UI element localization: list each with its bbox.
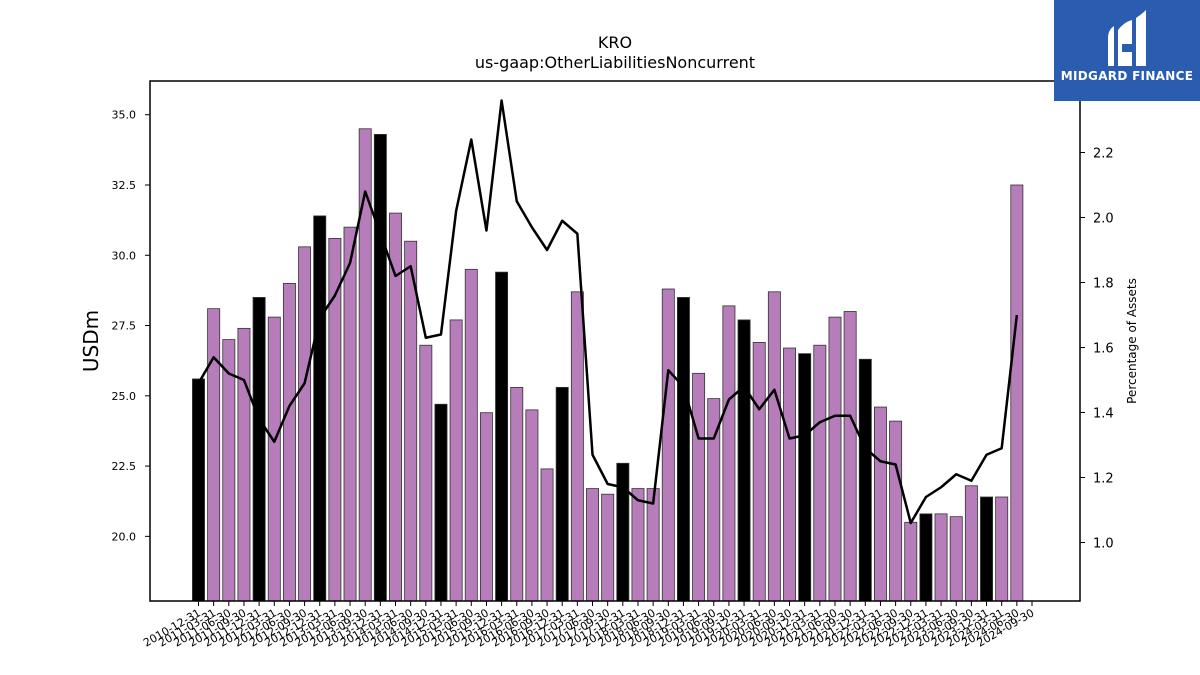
bar-2017-12-31 (616, 462, 630, 602)
bar-2024-03-31 (995, 496, 1009, 602)
bar-2020-12-31 (798, 353, 812, 602)
chart-title: KRO (598, 33, 632, 52)
bar-2022-03-31 (873, 406, 887, 602)
bar-2015-06-30 (464, 268, 478, 602)
y-tick-label: 32.5 (112, 179, 137, 192)
y2-axis-ticks: 1.0 1.2 1.4 1.6 1.8 2.0 2.2 (1080, 147, 1114, 552)
bar-series (192, 128, 1024, 602)
y2-tick-label: 1.0 (1093, 537, 1114, 552)
bar-2021-12-31 (858, 358, 872, 602)
bar-2012-09-30 (298, 246, 312, 602)
y2-tick-label: 1.4 (1093, 407, 1114, 422)
bar-2016-12-31 (555, 386, 569, 602)
y-tick-label: 30.0 (112, 249, 137, 262)
bar-2014-03-31 (389, 212, 402, 602)
chart-subtitle: us-gaap:OtherLiabilitiesNoncurrent (475, 53, 755, 72)
bar-2012-06-30 (282, 282, 296, 602)
bar-2015-09-30 (479, 412, 493, 602)
bar-2019-03-31 (692, 372, 706, 602)
bar-2021-09-30 (843, 311, 857, 602)
bar-2019-12-31 (737, 319, 751, 602)
x-axis-ticks: 2010-12-312011-03-312011-06-302011-09-30… (141, 601, 1037, 650)
bar-2017-09-30 (601, 493, 615, 602)
bar-2019-09-30 (722, 305, 736, 602)
bar-2020-06-30 (767, 291, 781, 602)
y-tick-label: 22.5 (112, 460, 137, 473)
bar-2018-06-30 (646, 488, 660, 602)
bar-2012-12-31 (313, 215, 327, 602)
bar-2014-06-30 (404, 240, 418, 602)
y2-tick-label: 1.6 (1093, 342, 1114, 357)
line-series (197, 99, 1019, 525)
bar-2016-03-31 (510, 386, 524, 602)
bar-2014-09-30 (419, 344, 433, 602)
y2-tick-label: 2.0 (1093, 212, 1114, 227)
y2-axis-label: Percentage of Assets (1125, 278, 1139, 404)
bar-2020-03-31 (752, 342, 766, 602)
bar-2011-06-30 (222, 339, 236, 602)
bar-2015-12-31 (495, 271, 509, 602)
bar-2013-12-31 (373, 134, 387, 602)
bar-2022-09-30 (904, 521, 918, 602)
logo-text: MIDGARD FINANCE (1060, 69, 1194, 83)
bar-2016-06-30 (525, 409, 539, 602)
bar-2018-12-31 (676, 297, 690, 602)
bar-2017-03-31 (570, 291, 584, 602)
bar-2016-09-30 (540, 468, 554, 602)
bar-2013-06-30 (343, 226, 357, 602)
bar-2023-09-30 (964, 485, 978, 602)
y-axis-label: USDm (79, 310, 103, 372)
bar-2023-03-31 (934, 513, 948, 602)
y-tick-label: 25.0 (112, 390, 137, 403)
bar-2011-09-30 (237, 327, 251, 602)
bar-2011-03-31 (207, 308, 221, 602)
bar-2022-12-31 (919, 513, 933, 602)
y2-tick-label: 1.8 (1093, 277, 1114, 292)
y2-tick-label: 1.2 (1093, 472, 1114, 487)
bar-2017-06-30 (586, 488, 599, 602)
bar-2012-03-31 (267, 316, 281, 602)
percentage-of-assets-line (197, 99, 1019, 525)
bar-2023-06-30 (949, 516, 963, 602)
bar-2021-03-31 (813, 344, 827, 602)
bar-2020-09-30 (783, 347, 796, 602)
bar-2022-06-30 (889, 420, 903, 602)
bar-2018-03-31 (631, 488, 645, 602)
bar-2010-12-31 (192, 378, 205, 602)
bar-2015-03-31 (449, 319, 463, 602)
y-tick-label: 35.0 (112, 109, 137, 122)
bar-2011-12-31 (252, 297, 266, 602)
y2-tick-label: 2.2 (1093, 147, 1114, 162)
midgard-logo-icon (1108, 10, 1146, 66)
brand-logo: MIDGARD FINANCE (1054, 0, 1200, 101)
plot-frame (149, 80, 1081, 602)
bar-2021-06-30 (828, 316, 842, 602)
y-tick-label: 20.0 (112, 530, 137, 543)
bar-2013-09-30 (358, 128, 372, 602)
bar-2024-06-30 (1010, 184, 1024, 602)
bar-2014-12-31 (434, 403, 448, 602)
y-axis-ticks: 20.0 22.5 25.0 27.5 30.0 32.5 35.0 (112, 109, 150, 543)
bar-2023-12-31 (980, 496, 993, 602)
bar-2018-09-30 (661, 288, 675, 602)
y-tick-label: 27.5 (112, 320, 137, 333)
